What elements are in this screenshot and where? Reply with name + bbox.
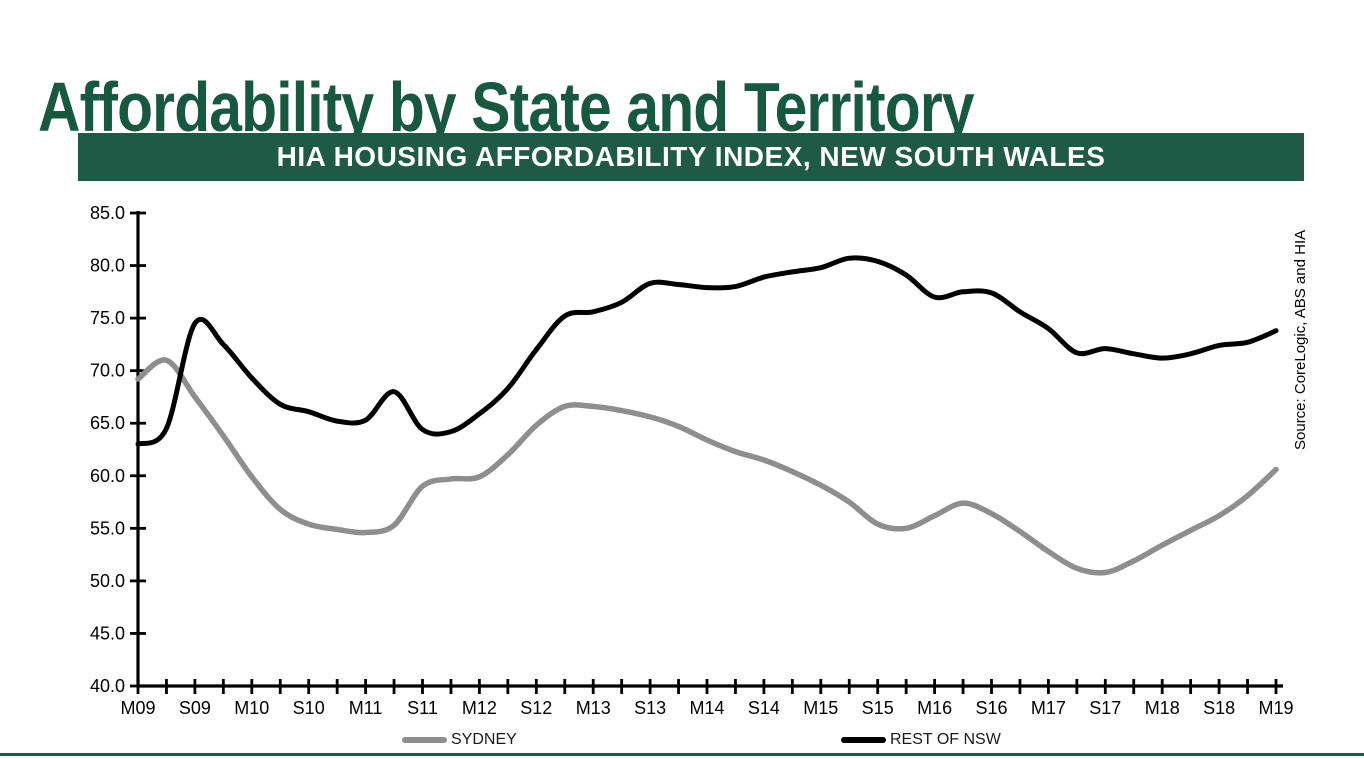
x-tick-label: M19	[1258, 698, 1293, 718]
legend-swatch	[402, 737, 447, 743]
y-tick-label: 45.0	[90, 623, 125, 643]
x-tick-label: S12	[520, 698, 552, 718]
y-tick-label: 70.0	[90, 361, 125, 381]
y-tick-label: 60.0	[90, 466, 125, 486]
chart-title-banner: HIA HOUSING AFFORDABILITY INDEX, NEW SOU…	[78, 133, 1304, 181]
chart-title: HIA HOUSING AFFORDABILITY INDEX, NEW SOU…	[276, 141, 1106, 172]
x-tick-label: S16	[975, 698, 1007, 718]
x-tick-label: S09	[179, 698, 211, 718]
legend-label: SYDNEY	[451, 731, 517, 748]
x-tick-label: M18	[1145, 698, 1180, 718]
x-tick-label: M11	[349, 698, 383, 718]
source-note: Source: CoreLogic, ABS and HIA	[1292, 229, 1309, 451]
y-tick-label: 40.0	[90, 676, 125, 696]
rest-of-nsw-line	[135, 255, 1279, 447]
x-tick-label: M10	[234, 698, 269, 718]
x-tick-label: M13	[576, 698, 611, 718]
x-tick-label: M17	[1031, 698, 1066, 718]
x-tick-label: S11	[407, 698, 438, 718]
y-tick-label: 55.0	[90, 518, 125, 538]
x-tick-label: S18	[1203, 698, 1235, 718]
x-tick-label: M15	[803, 698, 838, 718]
x-tick-label: S14	[748, 698, 780, 718]
y-tick-label: 65.0	[90, 413, 125, 433]
y-tick-label: 80.0	[90, 256, 125, 276]
x-tick-label: S13	[634, 698, 666, 718]
sydney-line	[135, 357, 1279, 576]
legend-item-rest-of-nsw: REST OF NSW	[841, 731, 1001, 749]
y-tick-label: 50.0	[90, 571, 125, 591]
bottom-rule	[0, 753, 1364, 756]
legend-label: REST OF NSW	[890, 731, 1001, 748]
y-tick-label: 75.0	[90, 308, 125, 328]
x-tick-label: M12	[462, 698, 497, 718]
page-title: Affordability by State and Territory	[38, 67, 975, 146]
x-tick-label: M14	[689, 698, 724, 718]
x-tick-label: S10	[293, 698, 325, 718]
legend-swatch	[841, 737, 886, 743]
y-tick-label: 85.0	[90, 203, 125, 223]
x-tick-label: S17	[1089, 698, 1121, 718]
x-tick-label: M16	[917, 698, 952, 718]
legend-item-sydney: SYDNEY	[402, 731, 517, 749]
x-tick-label: S15	[862, 698, 894, 718]
x-tick-label: M09	[120, 698, 155, 718]
